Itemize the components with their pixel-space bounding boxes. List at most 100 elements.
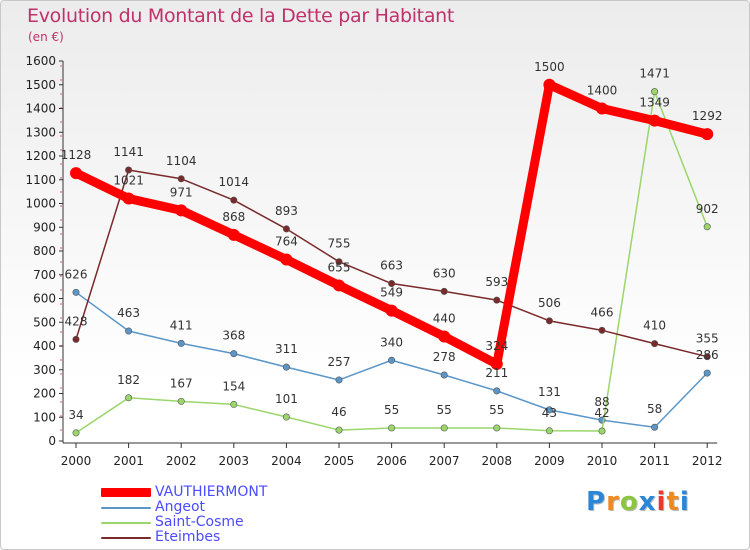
data-point-angeot	[651, 423, 659, 431]
data-point-vauthiermont	[543, 78, 556, 91]
data-label-eteimbes: 755	[328, 237, 351, 251]
x-tick-label: 2007	[429, 454, 460, 468]
data-label-vauthiermont: 868	[222, 210, 245, 224]
data-point-vauthiermont	[648, 114, 661, 127]
data-point-vauthiermont	[701, 128, 714, 141]
data-label-eteimbes: 1014	[219, 175, 250, 189]
x-tick-label: 2005	[324, 454, 355, 468]
data-labels-layer: 626 463 411 368 311 257 340 278 211 131 88 58 286 34 1…	[61, 60, 723, 422]
data-label-saint-cosme: 167	[170, 376, 193, 390]
data-point-saint-cosme	[651, 88, 659, 96]
data-point-eteimbes	[388, 280, 396, 288]
data-label-saint-cosme: 43	[542, 406, 557, 420]
data-label-angeot: 286	[696, 348, 719, 362]
data-label-angeot: 58	[647, 402, 662, 416]
data-label-eteimbes: 466	[591, 305, 614, 319]
data-point-saint-cosme	[545, 427, 553, 435]
x-tick-label: 2011	[639, 454, 670, 468]
data-point-saint-cosme	[388, 424, 396, 432]
data-label-vauthiermont: 440	[433, 312, 456, 326]
data-label-saint-cosme: 55	[384, 403, 399, 417]
y-tick-label: 1200	[25, 149, 56, 163]
legend-label: Saint-Cosme	[155, 514, 244, 530]
y-tick-label: 700	[33, 268, 56, 282]
chart-title: Evolution du Montant de la Dette par Hab…	[27, 5, 455, 27]
y-tick-label: 100	[33, 410, 56, 424]
data-label-saint-cosme: 55	[489, 403, 504, 417]
data-point-angeot	[703, 369, 711, 377]
y-tick-label: 500	[33, 315, 56, 329]
data-label-angeot: 411	[170, 318, 193, 332]
data-label-saint-cosme: 902	[696, 202, 719, 216]
data-point-saint-cosme	[72, 429, 80, 437]
data-point-angeot	[177, 339, 185, 347]
data-point-angeot	[493, 387, 501, 395]
x-tick-label: 2010	[587, 454, 618, 468]
data-label-eteimbes: 663	[380, 259, 403, 273]
y-tick-label: 1600	[25, 54, 56, 68]
data-point-vauthiermont	[333, 279, 345, 292]
data-label-saint-cosme: 55	[437, 403, 452, 417]
data-label-eteimbes: 1141	[113, 145, 144, 159]
x-tick-label: 2006	[376, 454, 407, 468]
data-point-angeot	[282, 363, 290, 371]
data-label-saint-cosme: 101	[275, 392, 298, 406]
logo-letter: P	[586, 487, 607, 517]
data-point-angeot	[335, 376, 343, 384]
y-tick-label: 1000	[25, 197, 56, 211]
y-tick-label: 1400	[25, 102, 56, 116]
data-label-vauthiermont: 1400	[587, 84, 618, 98]
data-label-saint-cosme: 154	[222, 379, 245, 393]
logo-letter: r	[606, 487, 620, 517]
data-label-angeot: 131	[538, 385, 561, 399]
data-point-eteimbes	[125, 166, 133, 174]
legend-label: VAUTHIERMONT	[155, 484, 268, 500]
y-tick-label: 1500	[25, 78, 56, 92]
data-point-eteimbes	[545, 317, 553, 325]
data-point-angeot	[388, 356, 396, 364]
y-tick-label: 200	[33, 387, 56, 401]
proxiti-logo: Proxiti	[586, 487, 690, 517]
data-label-eteimbes: 506	[538, 296, 561, 310]
data-label-eteimbes: 355	[696, 332, 719, 346]
line-chart: 0 100 200 300 400 500 600 700 800 900 1000 1100 1200…	[25, 54, 723, 468]
data-label-angeot: 626	[65, 267, 88, 281]
data-point-saint-cosme	[177, 397, 185, 405]
data-label-saint-cosme: 46	[331, 405, 346, 419]
data-label-eteimbes: 893	[275, 204, 298, 218]
x-tick-label: 2004	[271, 454, 302, 468]
data-point-angeot	[72, 288, 80, 296]
data-point-saint-cosme	[125, 394, 133, 402]
data-label-vauthiermont: 1021	[113, 174, 144, 188]
data-point-saint-cosme	[598, 427, 606, 435]
data-point-vauthiermont	[70, 167, 82, 180]
data-label-saint-cosme: 182	[117, 373, 140, 387]
data-point-eteimbes	[335, 258, 343, 266]
data-point-eteimbes	[230, 196, 238, 204]
data-label-eteimbes: 410	[643, 319, 666, 333]
data-point-vauthiermont	[596, 102, 608, 115]
data-label-vauthiermont: 1500	[534, 60, 565, 74]
data-label-angeot: 88	[594, 395, 609, 409]
y-tick-label: 1300	[25, 125, 56, 139]
chart-subtitle: (en €)	[28, 30, 64, 44]
data-point-saint-cosme	[230, 400, 238, 408]
x-tick-label: 2012	[692, 454, 723, 468]
data-label-vauthiermont: 324	[485, 339, 508, 353]
data-label-vauthiermont: 655	[328, 260, 351, 274]
legend-swatch	[101, 488, 151, 497]
data-label-angeot: 211	[485, 366, 508, 380]
x-tick-label: 2001	[113, 454, 144, 468]
data-label-vauthiermont: 1349	[639, 96, 670, 110]
data-point-eteimbes	[493, 296, 501, 304]
data-label-vauthiermont: 1292	[692, 109, 723, 123]
data-point-vauthiermont	[175, 204, 188, 217]
x-tick-label: 2000	[61, 454, 92, 468]
data-label-angeot: 340	[380, 335, 403, 349]
legend-swatch	[101, 506, 151, 509]
data-point-angeot	[545, 406, 553, 414]
data-point-saint-cosme	[282, 413, 290, 421]
y-tick-label: 800	[33, 244, 56, 258]
y-tick-label: 1100	[25, 173, 56, 187]
